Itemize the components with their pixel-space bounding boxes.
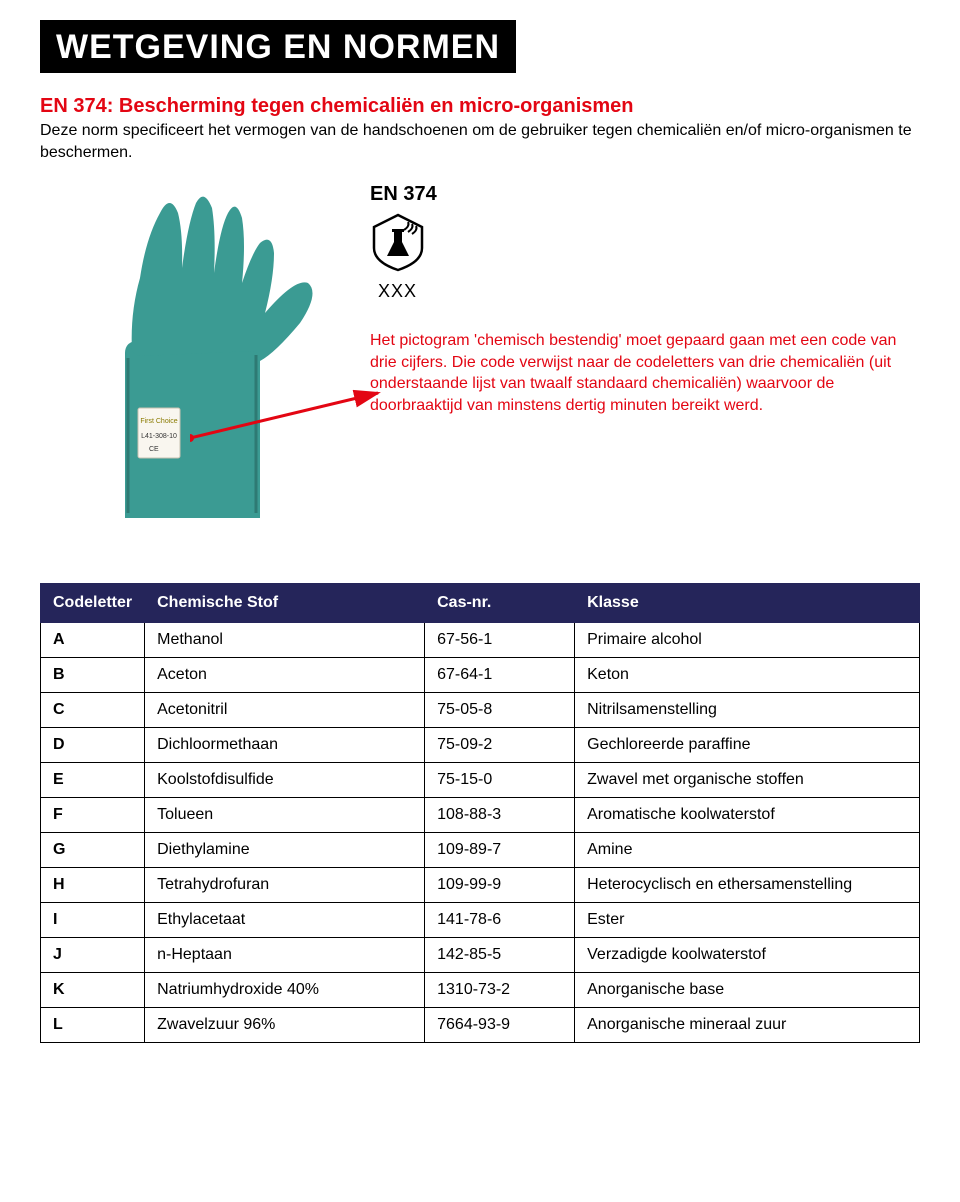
cell-class: Ester [575,903,920,938]
svg-text:First Choice: First Choice [140,418,177,425]
table-row: KNatriumhydroxide 40%1310-73-2Anorganisc… [41,973,920,1008]
cell-casnr: 142-85-5 [425,938,575,973]
cell-chemical: Natriumhydroxide 40% [145,973,425,1008]
glove-image-column: First Choice L41-308-10 CE [40,183,340,523]
table-row: IEthylacetaat141-78-6Ester [41,903,920,938]
cell-casnr: 109-89-7 [425,833,575,868]
col-class: Klasse [575,584,920,623]
section-intro: Deze norm specificeert het vermogen van … [40,120,920,163]
cell-codeletter: G [41,833,145,868]
cell-codeletter: J [41,938,145,973]
cell-codeletter: H [41,868,145,903]
cell-chemical: Methanol [145,623,425,658]
table-row: DDichloormethaan75-09-2Gechloreerde para… [41,728,920,763]
table-row: BAceton67-64-1Keton [41,658,920,693]
cell-codeletter: B [41,658,145,693]
table-header-row: Codeletter Chemische Stof Cas-nr. Klasse [41,584,920,623]
standard-label: EN 374 [370,183,920,206]
glove-illustration: First Choice L41-308-10 CE [60,183,320,523]
table-row: GDiethylamine109-89-7Amine [41,833,920,868]
col-codeletter: Codeletter [41,584,145,623]
cell-chemical: Diethylamine [145,833,425,868]
cell-casnr: 75-05-8 [425,693,575,728]
cell-class: Anorganische mineraal zuur [575,1008,920,1043]
cell-class: Heterocyclisch en ethersamenstelling [575,868,920,903]
cell-chemical: Zwavelzuur 96% [145,1008,425,1043]
cell-class: Verzadigde koolwaterstof [575,938,920,973]
cell-casnr: 7664-93-9 [425,1008,575,1043]
cell-codeletter: D [41,728,145,763]
cell-chemical: Tolueen [145,798,425,833]
cell-codeletter: K [41,973,145,1008]
cell-casnr: 1310-73-2 [425,973,575,1008]
section-subtitle: EN 374: Bescherming tegen chemicaliën en… [40,95,920,118]
table-row: FTolueen108-88-3Aromatische koolwatersto… [41,798,920,833]
cell-casnr: 108-88-3 [425,798,575,833]
cell-codeletter: C [41,693,145,728]
cell-class: Zwavel met organische stoffen [575,763,920,798]
col-chemical: Chemische Stof [145,584,425,623]
cell-casnr: 141-78-6 [425,903,575,938]
page-title: WETGEVING EN NORMEN [56,28,500,67]
cell-casnr: 75-15-0 [425,763,575,798]
figure-caption-column: EN 374 XXX Het pictogram 'chemisch beste… [340,183,920,523]
cell-casnr: 75-09-2 [425,728,575,763]
cell-chemical: Koolstofdisulfide [145,763,425,798]
cell-casnr: 67-64-1 [425,658,575,693]
chemical-table: Codeletter Chemische Stof Cas-nr. Klasse… [40,583,920,1043]
cell-chemical: n-Heptaan [145,938,425,973]
table-row: LZwavelzuur 96%7664-93-9Anorganische min… [41,1008,920,1043]
col-casnr: Cas-nr. [425,584,575,623]
cell-class: Nitrilsamenstelling [575,693,920,728]
cell-codeletter: L [41,1008,145,1043]
cell-class: Gechloreerde paraffine [575,728,920,763]
cell-chemical: Ethylacetaat [145,903,425,938]
table-row: EKoolstofdisulfide75-15-0Zwavel met orga… [41,763,920,798]
cell-chemical: Acetonitril [145,693,425,728]
cell-class: Anorganische base [575,973,920,1008]
cell-class: Aromatische koolwaterstof [575,798,920,833]
chemical-shield-icon [370,212,426,272]
cell-chemical: Tetrahydrofuran [145,868,425,903]
page-title-bar: WETGEVING EN NORMEN [40,20,516,73]
pictogram-explanation: Het pictogram 'chemisch bestendig' moet … [370,330,910,416]
cell-class: Primaire alcohol [575,623,920,658]
cell-codeletter: E [41,763,145,798]
cell-class: Keton [575,658,920,693]
table-row: AMethanol67-56-1Primaire alcohol [41,623,920,658]
table-row: CAcetonitril75-05-8Nitrilsamenstelling [41,693,920,728]
cell-codeletter: I [41,903,145,938]
cell-casnr: 109-99-9 [425,868,575,903]
svg-text:L41-308-10: L41-308-10 [141,433,177,440]
cell-casnr: 67-56-1 [425,623,575,658]
cell-class: Amine [575,833,920,868]
cell-chemical: Dichloormethaan [145,728,425,763]
svg-text:CE: CE [149,446,159,453]
cell-chemical: Aceton [145,658,425,693]
cell-codeletter: A [41,623,145,658]
table-row: HTetrahydrofuran109-99-9Heterocyclisch e… [41,868,920,903]
cell-codeletter: F [41,798,145,833]
figure-row: First Choice L41-308-10 CE EN 374 XXX He… [40,183,920,523]
table-row: Jn-Heptaan142-85-5Verzadigde koolwaterst… [41,938,920,973]
code-placeholder: XXX [378,281,920,302]
